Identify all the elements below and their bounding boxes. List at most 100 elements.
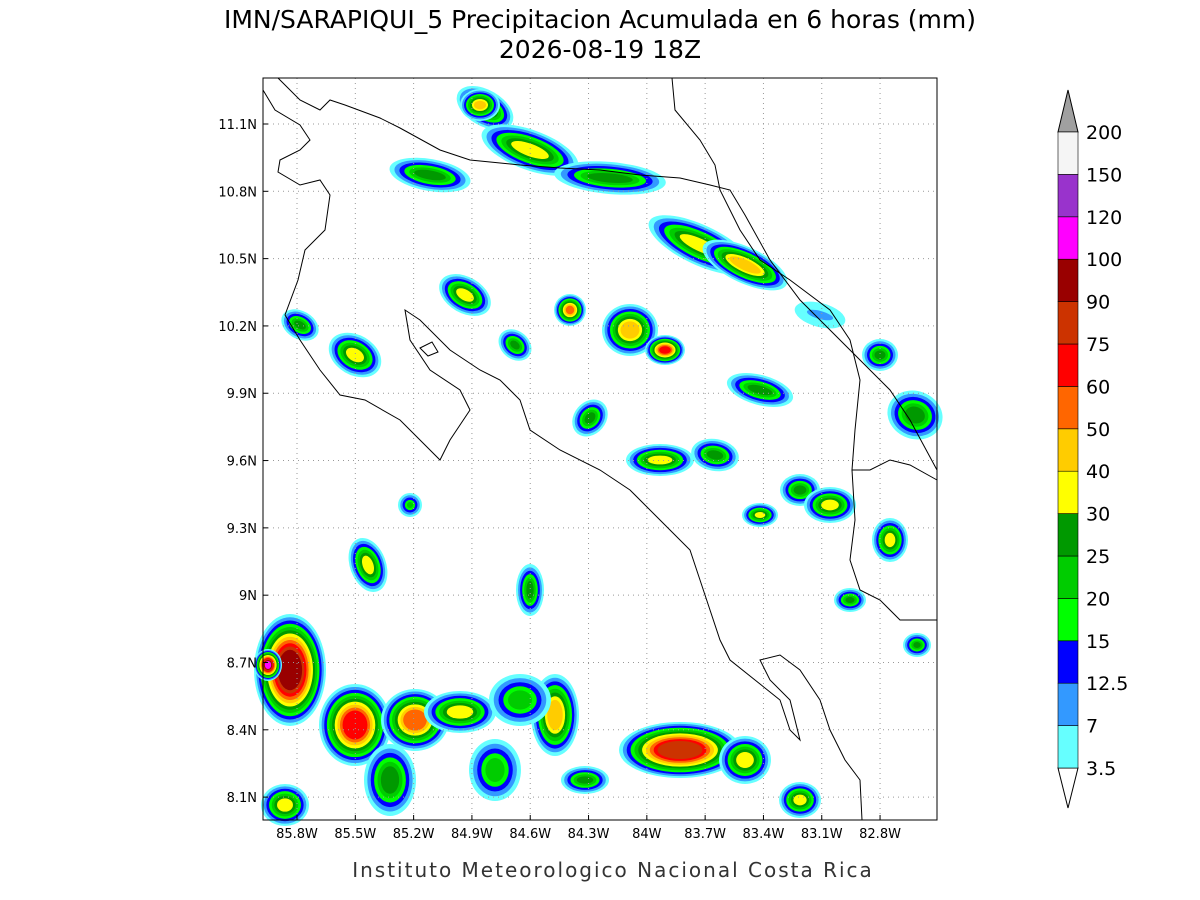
y-tick-label: 10.2N [218,320,257,335]
x-tick-label: 83.1W [801,827,843,842]
colorbar-label: 20 [1086,588,1110,610]
rain-area [403,709,427,731]
colorbar-segment [1057,428,1079,472]
colorbar-label: 60 [1086,376,1110,398]
colorbar-over [1057,89,1079,133]
colorbar-segment [1057,343,1079,387]
colorbar-label: 150 [1086,164,1122,186]
rain-area [747,384,773,396]
rain-area [754,512,766,518]
colorbar-label: 30 [1086,504,1110,526]
rain-area [587,173,633,183]
y-tick-label: 9.3N [227,522,257,537]
colorbar: 3.5 7 12.5 15 20 25 30 40 50 60 75 90 100 120 150 200 [1057,89,1128,809]
rain-area [845,597,855,603]
grid [263,78,937,820]
rain-area [485,758,505,782]
rain-area [342,710,368,740]
coastline [262,89,863,821]
colorbar-label: 100 [1086,249,1122,271]
rain-area [729,256,761,274]
rain-area [547,699,563,731]
y-tick-label: 8.1N [227,791,257,806]
rain-area [277,649,303,691]
y-tick-label: 9.6N [227,455,257,470]
x-tick-label: 84.6W [509,827,551,842]
coastlines [262,77,938,821]
rain-area [565,305,575,315]
rain-area [264,661,272,669]
rain-area [511,141,549,159]
rain-area [620,321,640,339]
rain-area [584,412,596,424]
colorbar-label: 15 [1086,631,1110,653]
rain-area [874,350,886,360]
map-frame [262,77,938,821]
rain-area [510,340,520,350]
rain-area [380,766,400,794]
x-tick-label: 82.8W [859,827,901,842]
colorbar-segment [1057,598,1079,642]
rain-area [821,499,839,511]
rain-area [659,346,671,354]
rain-area [526,580,534,600]
rain-area [346,347,364,363]
rain-area [793,794,807,806]
rain-area [793,485,807,495]
colorbar-label: 7 [1086,716,1098,738]
colorbar-segment [1057,640,1079,684]
x-tick-label: 83.4W [743,827,785,842]
subtitle: 2026-08-19 18Z [499,35,701,64]
y-tick-label: 9.9N [227,387,257,402]
colorbar-label: 75 [1086,334,1110,356]
precipitation-field [254,86,943,826]
colorbar-label: 40 [1086,461,1110,483]
coastline [849,469,937,621]
colorbar-label: 3.5 [1086,758,1116,780]
colorbar-label: 50 [1086,419,1110,441]
colorbar-label: 90 [1086,292,1110,314]
rain-area [361,555,375,575]
rain-area [508,690,532,710]
x-tick-label: 84.9W [451,827,493,842]
axis-labels: 85.8W 85.5W 85.2W 84.9W 84.6W 84.3W 84W 83.7W 83… [218,118,901,842]
colorbar-segment [1057,725,1079,769]
rain-area [456,288,474,302]
colorbar-label: 12.5 [1086,673,1128,695]
rain-area [806,309,834,321]
rain-area [884,532,896,548]
y-tick-label: 8.4N [227,724,257,739]
colorbar-label: 200 [1086,122,1122,144]
coastline [277,77,938,471]
x-tick-label: 85.5W [334,827,376,842]
x-tick-label: 85.2W [393,827,435,842]
rain-area [647,455,673,465]
colorbar-segment [1057,386,1079,430]
colorbar-segment [1057,174,1079,218]
y-tick-label: 10.5N [218,253,257,268]
title: IMN/SARAPIQUI_5 Precipitacion Acumulada … [224,5,976,34]
rain-area [446,705,474,719]
colorbar-segment [1057,216,1079,260]
x-tick-label: 85.8W [276,827,318,842]
footer: Instituto Meteorologico Nacional Costa R… [352,858,874,882]
colorbar-segment [1057,301,1079,345]
rain-area [576,776,594,784]
y-tick-label: 8.7N [227,656,257,671]
rain-area [913,642,921,648]
rain-area [706,450,724,460]
rain-area [407,502,413,508]
rain-area [736,752,754,768]
colorbar-under [1057,767,1079,809]
coastline [419,341,439,357]
rain-area [414,169,446,181]
colorbar-segment [1057,682,1079,726]
x-tick-label: 84W [632,827,662,842]
colorbar-label: 25 [1086,546,1110,568]
y-tick-label: 9N [239,589,257,604]
x-tick-label: 84.3W [568,827,610,842]
colorbar-segment [1057,470,1079,514]
colorbar-segment [1057,131,1079,175]
colorbar-segment [1057,555,1079,599]
